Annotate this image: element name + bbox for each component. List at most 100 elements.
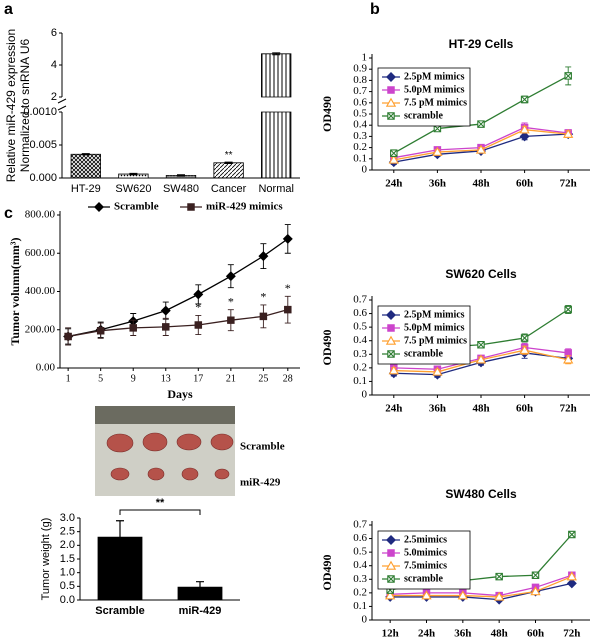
y-tick-label: 4 bbox=[51, 59, 57, 71]
legend-label: Scramble bbox=[114, 201, 159, 213]
y-tick-label: 0.6 bbox=[353, 532, 367, 544]
y-tick-label: 0.000 bbox=[29, 172, 57, 184]
bar bbox=[97, 536, 143, 601]
y-tick-label: 0.3 bbox=[353, 130, 367, 142]
legend-label: 5.0pM mimics bbox=[404, 322, 465, 333]
marker bbox=[385, 335, 397, 345]
x-tick-label: 36h bbox=[429, 403, 446, 415]
x-tick-label: 28 bbox=[283, 373, 293, 384]
x-axis-label: Days bbox=[167, 387, 193, 401]
marker bbox=[386, 535, 396, 545]
legend-label: scramble bbox=[404, 348, 443, 359]
y-tick-label: 0.4 bbox=[353, 334, 367, 346]
error-bar bbox=[272, 52, 281, 56]
x-tick-label: 36h bbox=[429, 178, 446, 190]
x-tick-label: Normal bbox=[258, 183, 293, 195]
marker bbox=[432, 366, 443, 376]
annotation: * bbox=[195, 300, 201, 314]
y-tick-label: 3.0 bbox=[60, 512, 75, 524]
error-bar bbox=[129, 172, 138, 176]
marker bbox=[162, 323, 170, 331]
y-tick-label: 0.2 bbox=[353, 361, 367, 373]
y-tick-label: 0.1 bbox=[353, 152, 367, 164]
marker bbox=[477, 120, 485, 128]
y-tick-label: 600.00 bbox=[25, 247, 56, 259]
bar bbox=[118, 173, 149, 179]
y-tick-label: 0.6 bbox=[353, 307, 367, 319]
marker bbox=[94, 202, 104, 212]
legend-label: miR-429 mimics bbox=[206, 201, 283, 213]
annotation: * bbox=[228, 294, 234, 308]
legend-label: 7.5 pM mimics bbox=[404, 97, 467, 108]
marker bbox=[563, 354, 574, 364]
marker bbox=[227, 316, 235, 324]
marker bbox=[193, 289, 204, 300]
panel-label: b bbox=[370, 1, 380, 18]
annotation: ** bbox=[156, 497, 165, 509]
marker bbox=[387, 575, 395, 583]
marker bbox=[387, 350, 395, 358]
y-tick-label: 400.00 bbox=[25, 285, 56, 297]
marker bbox=[495, 572, 503, 581]
y-tick-label: 0.3 bbox=[353, 573, 367, 585]
y-axis-label: Relative miR-429 expression bbox=[4, 29, 18, 182]
annotation: ** bbox=[225, 150, 233, 161]
significance-bracket bbox=[119, 509, 201, 515]
marker bbox=[519, 131, 530, 142]
x-tick-label: 24h bbox=[385, 178, 402, 190]
marker bbox=[387, 324, 395, 332]
marker bbox=[387, 86, 395, 94]
x-tick-label: SW480 bbox=[163, 183, 199, 195]
x-tick-label: 48h bbox=[472, 178, 489, 190]
legend-label: 2.5pM mimics bbox=[404, 71, 465, 82]
x-tick-label: 9 bbox=[131, 373, 136, 384]
x-tick-label: 72h bbox=[560, 403, 577, 415]
error-bar bbox=[81, 153, 90, 156]
bar bbox=[177, 586, 223, 601]
x-tick-label: 60h bbox=[516, 403, 533, 415]
y-tick-label: 0.2 bbox=[353, 586, 367, 598]
marker bbox=[475, 144, 487, 154]
axis-break bbox=[57, 98, 67, 104]
marker bbox=[160, 305, 171, 316]
marker bbox=[519, 344, 530, 354]
panel-label: a bbox=[4, 1, 13, 18]
marker bbox=[530, 586, 541, 596]
x-tick-label: 17 bbox=[193, 373, 203, 384]
marker bbox=[194, 321, 203, 329]
tumor bbox=[210, 433, 234, 451]
marker bbox=[385, 590, 396, 600]
y-tick-label: 6 bbox=[51, 27, 57, 39]
marker bbox=[385, 97, 397, 107]
marker bbox=[457, 590, 468, 600]
tumor bbox=[110, 467, 130, 481]
x-tick-label: 60h bbox=[527, 628, 544, 637]
x-tick-label: 24h bbox=[385, 403, 402, 415]
marker bbox=[566, 571, 577, 581]
legend-label: scramble bbox=[404, 573, 443, 584]
marker bbox=[563, 128, 574, 138]
chart-title: SW620 Cells bbox=[445, 267, 517, 281]
marker bbox=[282, 233, 293, 244]
x-tick-label: 72h bbox=[560, 178, 577, 190]
x-tick-label: 25 bbox=[258, 373, 268, 384]
marker bbox=[475, 354, 487, 364]
tumor bbox=[142, 432, 168, 452]
x-tick-label: Cancer bbox=[211, 183, 247, 195]
bar bbox=[213, 162, 244, 179]
marker bbox=[564, 305, 572, 314]
error-bar bbox=[196, 581, 204, 588]
marker bbox=[386, 72, 396, 82]
y-tick-label: 1 bbox=[362, 52, 368, 64]
tumor bbox=[181, 467, 199, 481]
marker bbox=[519, 124, 530, 134]
tumor bbox=[214, 468, 230, 480]
marker bbox=[64, 332, 72, 341]
y-axis-label: Normalized to snRNA U6 bbox=[18, 38, 32, 172]
y-tick-label: 0.5 bbox=[353, 546, 367, 558]
x-tick-label: 24h bbox=[418, 628, 435, 637]
marker bbox=[284, 305, 292, 314]
y-axis-label: OD490 bbox=[320, 555, 334, 591]
y-tick-label: 0 bbox=[362, 614, 368, 626]
